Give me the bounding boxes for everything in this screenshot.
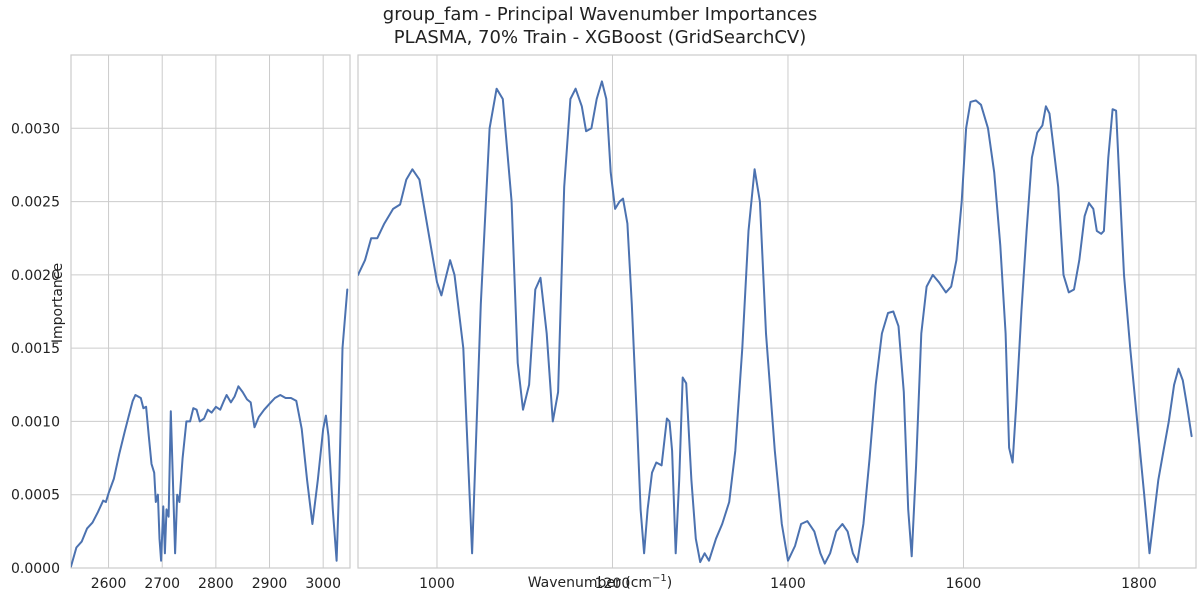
x-tick-label: 2700 — [144, 576, 180, 592]
y-axis-ticks: 0.0000 0.0005 0.0010 0.0015 0.0020 0.0025 0.00… — [11, 121, 60, 577]
x-tick-label: 2800 — [198, 576, 234, 592]
x-tick-label: 1200 — [595, 576, 631, 592]
y-axis-label: Importance — [50, 263, 66, 343]
y-tick-label: 0.0015 — [11, 341, 60, 357]
y-tick-label: 0.0010 — [11, 414, 60, 430]
x-tick-label: 1000 — [419, 576, 455, 592]
plot-frame — [70, 54, 351, 569]
chart-subtitle: PLASMA, 70% Train - XGBoost (GridSearchC… — [394, 27, 807, 48]
x-tick-label: 1800 — [1121, 576, 1157, 592]
y-tick-label: 0.0005 — [11, 488, 60, 504]
x-tick-label: 1600 — [946, 576, 982, 592]
x-tick-label: 2600 — [91, 576, 127, 592]
chart-title: group_fam - Principal Wavenumber Importa… — [383, 4, 817, 25]
x-tick-label: 3000 — [305, 576, 341, 592]
x-tick-label: 1400 — [770, 576, 806, 592]
importance-series-line — [71, 288, 349, 568]
importance-series-line — [358, 80, 1193, 565]
y-tick-label: 0.0020 — [11, 268, 60, 284]
x-tick-label: 2900 — [252, 576, 288, 592]
y-tick-label: 0.0030 — [11, 121, 60, 137]
x-axis-label-main: Wavenumber (cm — [528, 575, 652, 591]
plot-frame — [357, 54, 1197, 569]
y-tick-label: 0.0000 — [11, 561, 60, 577]
panel-right: 1000 1200 1400 1600 1800 — [357, 54, 1197, 592]
x-axis-label-close: ) — [667, 575, 672, 591]
x-axis-label: Wavenumber (cm−1) — [528, 573, 673, 591]
x-axis-label-sup: −1 — [652, 573, 667, 584]
y-tick-label: 0.0025 — [11, 195, 60, 211]
panel-left: 2600 2700 2800 2900 3000 — [70, 54, 351, 592]
